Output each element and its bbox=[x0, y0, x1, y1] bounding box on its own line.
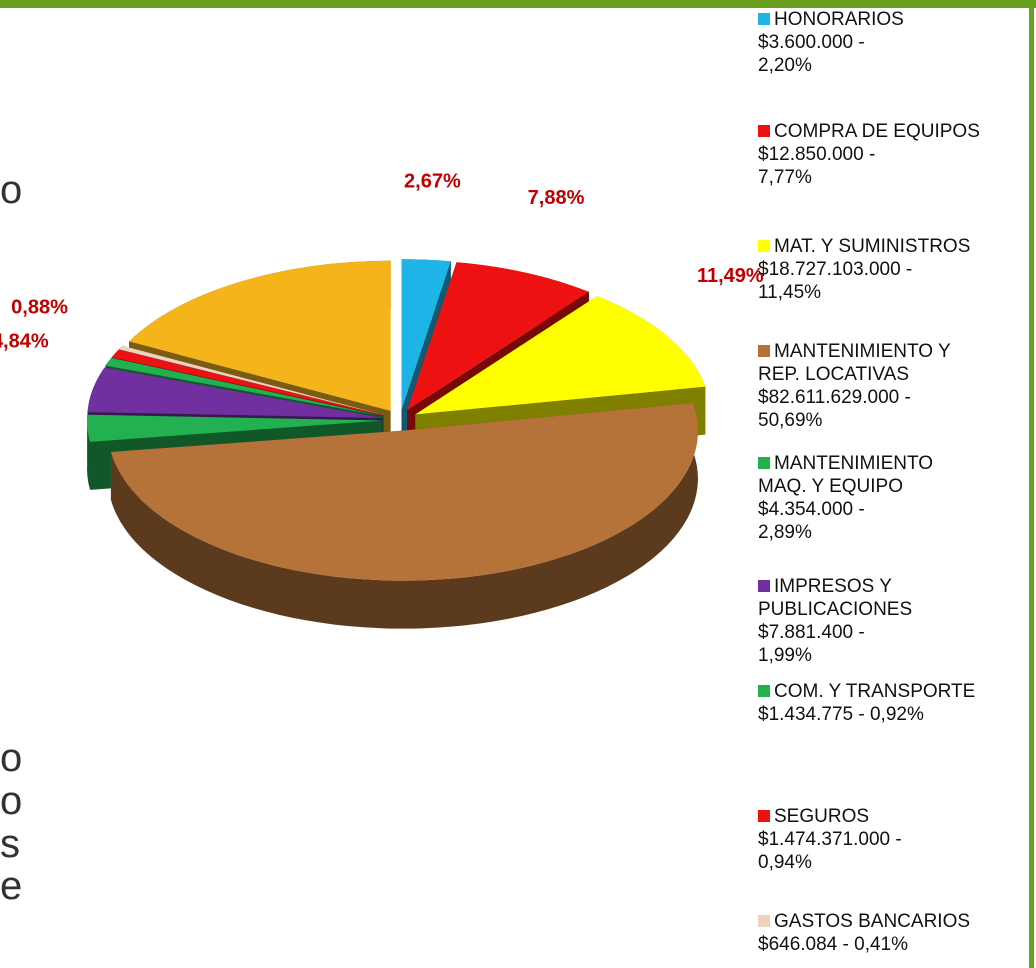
slice bbox=[401, 259, 451, 410]
legend-swatch bbox=[758, 240, 770, 252]
slice bbox=[129, 260, 391, 411]
slice-tops bbox=[87, 259, 706, 581]
slice bbox=[415, 296, 706, 415]
legend-entry: MANTENIMIENTO Y REP. LOCATIVAS $82.611.6… bbox=[758, 340, 1028, 432]
legend-swatch bbox=[758, 685, 770, 697]
slice bbox=[407, 262, 589, 411]
legend-label: MAT. Y SUMINISTROS $18.727.103.000 - 11,… bbox=[758, 236, 971, 303]
slice bbox=[87, 367, 383, 418]
legend-entry: IMPRESOS Y PUBLICACIONES $7.881.400 - 1,… bbox=[758, 575, 1028, 667]
data-label: 11,49% bbox=[697, 265, 764, 287]
slide-text: o bbox=[0, 736, 23, 780]
legend-swatch bbox=[758, 580, 770, 592]
data-label: 2,67% bbox=[404, 171, 461, 193]
legend-entry: SEGUROS $1.474.371.000 - 0,94% bbox=[758, 805, 1028, 874]
legend-entry: HONORARIOS $3.600.000 - 2,20% bbox=[758, 8, 1028, 77]
legend-label: MANTENIMIENTO MAQ. Y EQUIPO $4.354.000 -… bbox=[758, 453, 934, 543]
slice bbox=[110, 402, 698, 581]
slide-text: o bbox=[0, 168, 23, 212]
legend-swatch bbox=[758, 810, 770, 822]
legend-entry: MANTENIMIENTO MAQ. Y EQUIPO $4.354.000 -… bbox=[758, 452, 1028, 544]
slice-rim bbox=[110, 402, 698, 629]
legend-label: IMPRESOS Y PUBLICACIONES $7.881.400 - 1,… bbox=[758, 576, 913, 666]
legend-label: MANTENIMIENTO Y REP. LOCATIVAS $82.611.6… bbox=[758, 341, 951, 431]
legend-entry: COMPRA DE EQUIPOS $12.850.000 - 7,77% bbox=[758, 120, 1028, 189]
legend-entry: GASTOS BANCARIOS $646.084 - 0,41% bbox=[758, 910, 1028, 956]
data-label: 4,84% bbox=[0, 331, 49, 353]
legend-label: GASTOS BANCARIOS $646.084 - 0,41% bbox=[758, 911, 971, 955]
legend-swatch bbox=[758, 125, 770, 137]
legend-swatch bbox=[758, 457, 770, 469]
data-label: 0,88% bbox=[11, 296, 68, 318]
legend-label: COM. Y TRANSPORTE $1.434.775 - 0,92% bbox=[758, 681, 976, 725]
slice bbox=[118, 345, 384, 416]
slice bbox=[87, 414, 383, 442]
legend-entry: MAT. Y SUMINISTROS $18.727.103.000 - 11,… bbox=[758, 235, 1028, 304]
legend-label: COMPRA DE EQUIPOS $12.850.000 - 7,77% bbox=[758, 121, 980, 188]
legend-label: SEGUROS $1.474.371.000 - 0,94% bbox=[758, 806, 902, 873]
legend-entry: COM. Y TRANSPORTE $1.434.775 - 0,92% bbox=[758, 680, 1028, 726]
slide-text: e bbox=[0, 864, 23, 908]
top-border bbox=[0, 0, 1036, 8]
legend-label: HONORARIOS $3.600.000 - 2,20% bbox=[758, 9, 904, 76]
slide-text: o bbox=[0, 779, 23, 823]
slide-text: s bbox=[0, 822, 20, 866]
slice-rim bbox=[87, 414, 91, 490]
legend-swatch bbox=[758, 345, 770, 357]
legend-swatch bbox=[758, 13, 770, 25]
slice bbox=[105, 357, 384, 417]
slice bbox=[111, 349, 384, 416]
data-label: 7,88% bbox=[528, 187, 585, 209]
legend-swatch bbox=[758, 915, 770, 927]
right-border bbox=[1029, 0, 1034, 968]
